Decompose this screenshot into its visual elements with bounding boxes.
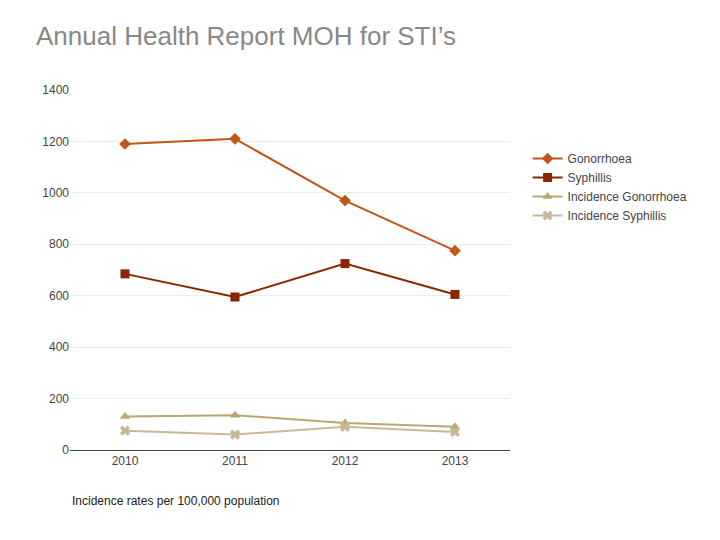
svg-text:2011: 2011 <box>222 454 248 468</box>
svg-text:Incidence Gonorrhoea: Incidence Gonorrhoea <box>568 190 687 204</box>
svg-text:1000: 1000 <box>42 186 69 200</box>
svg-text:0: 0 <box>62 443 69 457</box>
svg-text:Gonorrhoea: Gonorrhoea <box>568 152 632 166</box>
svg-text:200: 200 <box>49 392 69 406</box>
svg-text:400: 400 <box>49 340 69 354</box>
svg-text:1200: 1200 <box>42 135 69 149</box>
svg-text:800: 800 <box>49 237 69 251</box>
svg-text:2012: 2012 <box>332 454 359 468</box>
svg-text:2013: 2013 <box>442 454 469 468</box>
svg-text:Incidence rates per 100,000 po: Incidence rates per 100,000 population <box>72 494 280 508</box>
svg-text:2010: 2010 <box>112 454 139 468</box>
svg-text:1400: 1400 <box>42 83 69 97</box>
svg-text:Incidence Syphillis: Incidence Syphillis <box>568 209 667 223</box>
svg-text:Syphillis: Syphillis <box>568 171 612 185</box>
svg-text:600: 600 <box>49 289 69 303</box>
svg-text:Annual Health Report MOH for S: Annual Health Report MOH for STI’s <box>36 21 456 51</box>
